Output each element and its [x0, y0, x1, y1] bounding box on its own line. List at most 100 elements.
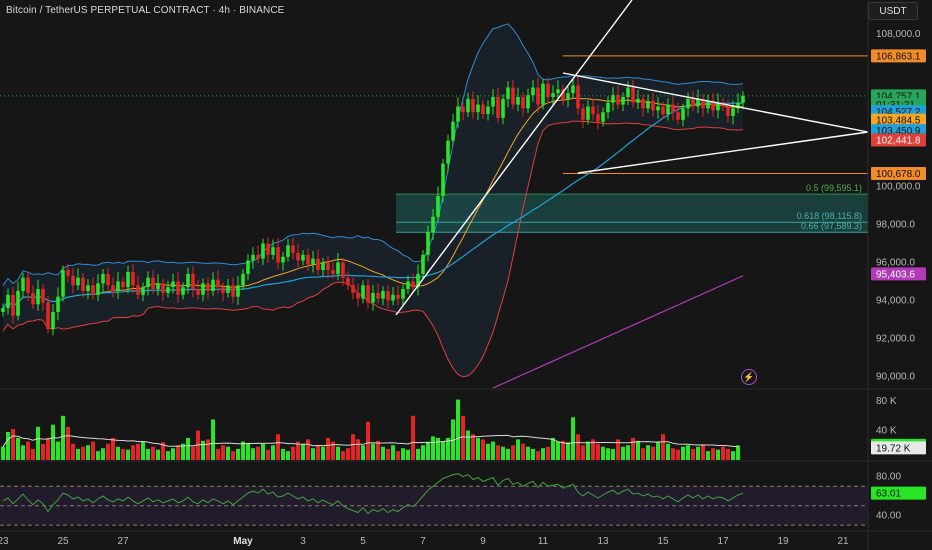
candle-body [171, 281, 175, 288]
candle-body [366, 285, 370, 303]
volume-bar [526, 446, 530, 460]
candle-body [71, 275, 75, 286]
volume-bar [151, 446, 155, 460]
volume-bar [256, 446, 260, 460]
trendline-lower [577, 131, 869, 174]
price-tick-label: 98,000.0 [876, 219, 915, 230]
volume-bar [431, 436, 435, 460]
candle-body [16, 291, 20, 316]
volume-bar [711, 448, 715, 460]
volume-bar [436, 437, 440, 460]
candle-body [191, 273, 195, 290]
volume-bar [326, 437, 330, 460]
volume-bar [36, 426, 40, 460]
candle-body [336, 262, 340, 274]
volume-bar [476, 437, 480, 460]
volume-bar [596, 443, 600, 460]
candle-body [406, 281, 410, 290]
volume-bar [241, 441, 245, 460]
volume-bar [691, 448, 695, 460]
candle-body [126, 271, 130, 288]
candle-body [156, 283, 160, 290]
volume-bar [41, 443, 45, 460]
volume-bar [391, 445, 395, 460]
volume-bar [56, 441, 60, 460]
candle-body [66, 270, 70, 276]
price-pane[interactable]: 0.5 (99,595.1) 0.618 (98,115.8)0.66 (97,5… [0, 0, 869, 389]
volume-bar [51, 424, 55, 460]
candle-body [536, 87, 540, 105]
candle-body [141, 287, 145, 295]
candle-body [471, 98, 475, 113]
candle-body [51, 311, 55, 330]
volume-axis-label-bg [871, 441, 926, 455]
time-tick-label: 7 [420, 536, 426, 547]
candle-body [486, 106, 490, 115]
price-axis-label: 104,757.1 [876, 91, 921, 102]
time-tick-label: 9 [480, 536, 486, 547]
volume-bar [521, 443, 525, 460]
volume-bar [71, 443, 75, 460]
candle-body [206, 283, 210, 291]
volume-bar [261, 443, 265, 460]
price-tick-label: 94,000.0 [876, 296, 915, 307]
volume-ma-line [2, 434, 739, 448]
fib-level-label: 0.5 (99,595.1) [806, 183, 862, 193]
candle-body [496, 97, 500, 118]
candle-body [596, 114, 600, 122]
candle-body [706, 100, 710, 109]
candle-body [216, 279, 220, 288]
candle-body [531, 87, 535, 96]
volume-bar [191, 446, 195, 460]
candle-body [36, 289, 40, 305]
candle-body [61, 270, 65, 297]
candle-body [221, 287, 225, 293]
volume-bar [221, 445, 225, 460]
price-axis-label: 102,441.8 [876, 135, 921, 146]
price-axis-label-bg [871, 49, 926, 63]
volume-bar [31, 448, 35, 460]
volume-bar [531, 448, 535, 460]
rsi-tick-label: 80.00 [876, 472, 901, 483]
rsi-pane[interactable] [0, 473, 868, 526]
candle-body [301, 254, 305, 261]
volume-bar [181, 443, 185, 460]
volume-pane[interactable] [1, 399, 740, 460]
candle-body [166, 287, 170, 293]
volume-bar [486, 443, 490, 460]
candle-body [11, 294, 15, 316]
volume-bar [451, 419, 455, 460]
candle-body [76, 277, 80, 286]
candle-body [476, 104, 480, 113]
volume-bar [411, 415, 415, 460]
volume-bar [506, 448, 510, 460]
candle-body [296, 252, 300, 261]
volume-bar [426, 441, 430, 460]
time-tick-label: 19 [777, 536, 789, 547]
volume-bar [606, 448, 610, 460]
time-tick-label: 3 [300, 536, 306, 547]
currency-selector-button[interactable]: USDT [868, 2, 918, 20]
flash-icon[interactable]: ⚡ [741, 369, 757, 385]
candle-body [41, 289, 45, 303]
volume-bar [446, 437, 450, 460]
candle-body [516, 97, 520, 105]
volume-bar [321, 446, 325, 460]
volume-bar [381, 446, 385, 460]
volume-bar [571, 417, 575, 460]
volume-bar [406, 449, 410, 460]
volume-bar [616, 439, 620, 460]
bollinger-upper-line [2, 23, 744, 286]
time-tick-label: 27 [117, 536, 129, 547]
candle-body [691, 98, 695, 107]
volume-bar [291, 446, 295, 460]
candle-body [726, 106, 730, 117]
candle-body [176, 281, 180, 295]
volume-bar [636, 440, 640, 460]
volume-bar [251, 448, 255, 460]
volume-bar [661, 434, 665, 460]
price-axis-label-bg [871, 113, 926, 127]
volume-bar [11, 429, 15, 460]
